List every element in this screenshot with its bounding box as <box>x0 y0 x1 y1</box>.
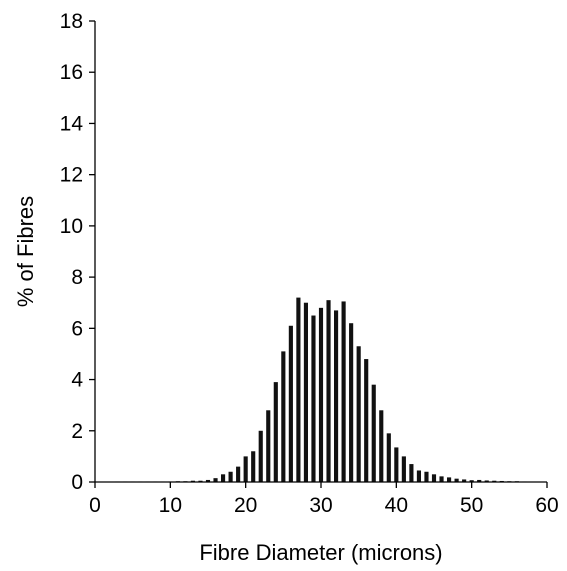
bar <box>243 456 248 482</box>
bar <box>311 315 316 482</box>
bar <box>341 301 346 482</box>
x-tick-label: 30 <box>309 494 332 517</box>
bar <box>484 480 489 482</box>
bar <box>446 477 452 482</box>
bar <box>386 433 391 482</box>
bar <box>371 384 376 482</box>
bar <box>462 479 467 482</box>
bar <box>356 346 361 482</box>
y-tick-label: 4 <box>71 369 83 392</box>
bar <box>379 410 384 482</box>
bar <box>439 476 444 482</box>
bar <box>258 430 263 482</box>
bar <box>273 382 278 482</box>
x-ticks-group: 0 10 20 30 40 50 60 <box>89 482 559 517</box>
bar <box>296 297 301 482</box>
bar <box>477 479 482 482</box>
y-tick-label: 14 <box>60 112 84 135</box>
x-tick-label: 50 <box>460 494 483 517</box>
y-tick-label: 18 <box>60 10 83 33</box>
bar <box>266 410 271 482</box>
x-axis-title: Fibre Diameter (microns) <box>199 540 442 565</box>
bar <box>220 474 226 482</box>
bar <box>394 447 399 482</box>
bar <box>251 451 256 482</box>
bar <box>303 302 309 482</box>
y-tick-label: 16 <box>60 61 83 84</box>
bar <box>326 300 331 482</box>
y-tick-label: 0 <box>71 471 83 494</box>
bar <box>281 351 286 482</box>
x-tick-label: 0 <box>89 494 101 517</box>
bar <box>409 464 414 482</box>
y-axis-title: % of Fibres <box>13 196 38 307</box>
y-tick-label: 10 <box>60 215 83 238</box>
bar <box>205 479 211 482</box>
x-tick-label: 10 <box>159 494 182 517</box>
x-tick-label: 20 <box>234 494 257 517</box>
bar <box>424 471 429 482</box>
bar <box>228 471 233 482</box>
bar <box>454 478 459 482</box>
y-tick-label: 8 <box>71 266 83 289</box>
bar <box>469 480 474 482</box>
y-tick-label: 6 <box>71 317 83 340</box>
bar <box>401 456 406 482</box>
bar <box>213 478 218 482</box>
y-tick-label: 12 <box>60 164 83 187</box>
bars-group <box>115 297 527 483</box>
bar <box>333 310 339 482</box>
bar <box>349 323 354 482</box>
bar <box>416 470 422 482</box>
y-ticks-group: 0 2 4 6 8 10 12 14 16 18 <box>60 10 95 494</box>
x-tick-label: 60 <box>535 494 558 517</box>
bar <box>431 474 437 482</box>
bar <box>364 359 369 482</box>
bar <box>288 325 293 482</box>
y-tick-label: 2 <box>71 420 83 443</box>
x-tick-label: 40 <box>385 494 408 517</box>
bar <box>236 466 241 482</box>
bar <box>318 307 324 482</box>
